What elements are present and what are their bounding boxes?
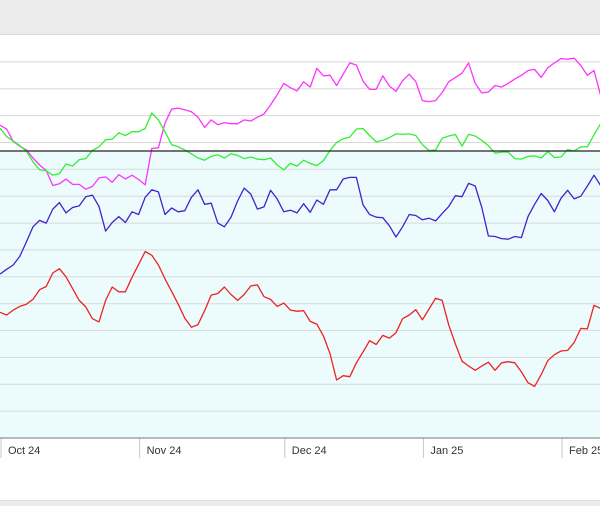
series-line-4: [0, 250, 600, 388]
x-tick-label: Feb 25: [569, 445, 600, 457]
gridlines: [0, 61, 600, 439]
x-tick-label: Dec 24: [292, 445, 327, 457]
series-line-2: [0, 112, 600, 176]
top-toolbar: [0, 0, 600, 35]
bottom-bar: [0, 482, 600, 506]
x-tick-label: Oct 24: [8, 445, 40, 457]
plot-background-lower: [0, 151, 600, 438]
x-tick-label: Jan 25: [430, 445, 463, 457]
plot-background-upper: [0, 35, 600, 151]
series-line-3: [0, 174, 600, 275]
x-axis-labels: Oct 24 Nov 24 Dec 24 Jan 25 Feb 25: [8, 445, 600, 457]
series-line-1: [0, 57, 600, 190]
x-tick-label: Nov 24: [147, 445, 182, 457]
series-lines: [0, 57, 600, 388]
x-axis-ticks: [0, 438, 563, 458]
